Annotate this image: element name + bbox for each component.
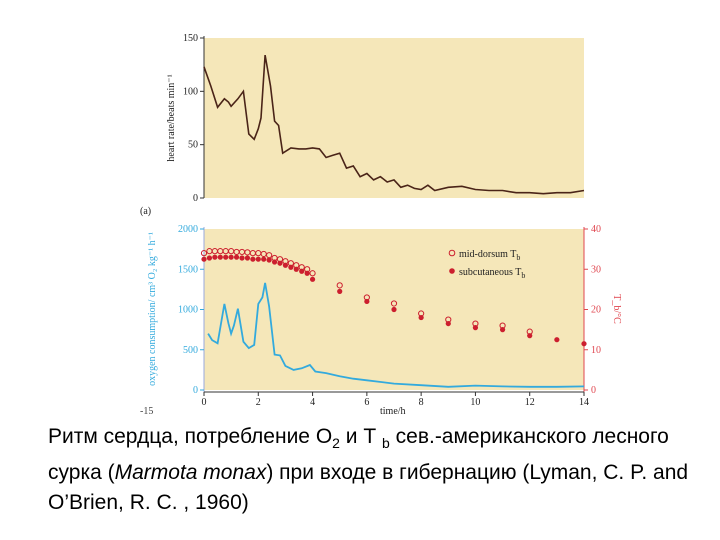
subcutaneous-point [239, 255, 245, 261]
panel-b-y2-ticks: 0 10 20 30 40 [584, 224, 601, 396]
panel-a-y-tick-label: 0 [193, 193, 198, 204]
caption-part-4: ) при входе в гибернацию (Lyman, C. P. a… [48, 461, 689, 515]
legend-open-circle-marker [448, 249, 456, 257]
subcutaneous-point [391, 306, 397, 313]
subcutaneous-point [212, 254, 218, 260]
subcutaneous-point [581, 341, 587, 347]
panel-b-y2-tick-label: 20 [591, 305, 601, 316]
panel-a: 0 50 100 150 heart rate/beats min⁻¹ (a) [140, 33, 585, 217]
caption-part-3: сев.-американского лесного сурка ( [48, 425, 669, 485]
subcutaneous-point [554, 337, 560, 343]
panel-a-y-ticks: 0 50 100 150 [183, 33, 204, 204]
caption-part-1: Ритм сердца, потребление О [48, 425, 333, 448]
subcutaneous-point [527, 333, 533, 339]
subcutaneous-point [233, 254, 240, 260]
caption-part-2: и Т [339, 425, 383, 448]
legend-subcutaneous: subcutaneous Tb [459, 267, 525, 280]
heart-rate-line [203, 54, 585, 195]
subcutaneous-point [293, 266, 299, 272]
subcutaneous-point [228, 254, 234, 260]
subcutaneous-point [201, 256, 207, 262]
panel-b-x-tick-label: 0 [202, 397, 207, 408]
panel-b-y-ticks: 0 500 1000 1500 2000 [178, 224, 204, 396]
caption-species: Marmota monax [114, 461, 267, 485]
panel-b-x-ticks: 0 2 4 6 8 10 12 14 [202, 392, 589, 408]
panel-b-ylabel: oxygen consumption/ cm³ O₂ kg⁻¹ h⁻¹ [147, 232, 158, 386]
panel-b-x-tick-label: 4 [310, 397, 315, 408]
tb-points [200, 248, 587, 347]
panel-b-y2-tick-label: 30 [591, 264, 601, 275]
panel-b-y2-tick-label: 0 [591, 385, 596, 396]
subcutaneous-point [266, 257, 272, 263]
mid-dorsum-point [390, 300, 398, 307]
panel-b-x-tick-label: 6 [364, 397, 369, 408]
subcutaneous-point [271, 259, 278, 265]
mid-dorsum-point [200, 250, 208, 257]
panel-b-y2label: T_b/°C [611, 294, 622, 324]
legend: mid-dorsum Tb subcutaneous Tb [448, 249, 525, 280]
panel-b: 0 500 1000 1500 2000 0 10 20 30 40 0 2 4 6 8 10 12 14 o… [140, 224, 622, 417]
subcutaneous-point [223, 254, 229, 260]
subcutaneous-point [472, 325, 479, 331]
subcutaneous-point [282, 262, 289, 268]
subcutaneous-point [244, 255, 251, 261]
subcutaneous-point [277, 260, 283, 266]
panel-b-y-tick-label: 1500 [178, 264, 198, 275]
panel-a-ylabel: heart rate/beats min⁻¹ [166, 74, 177, 161]
mid-dorsum-point [336, 282, 343, 289]
subcutaneous-point [499, 327, 506, 333]
panel-b-x-tick-label: 8 [419, 397, 424, 408]
subcutaneous-point [364, 298, 370, 305]
subcutaneous-point [217, 254, 223, 260]
panel-b-y2-tick-label: 10 [591, 345, 601, 356]
oxygen-consumption-line [207, 282, 585, 388]
subcutaneous-point [304, 270, 310, 276]
panel-b-y-tick-label: 2000 [178, 224, 198, 235]
panel-b-xlabel: time/h [380, 406, 406, 417]
subcutaneous-point [309, 276, 316, 282]
mid-dorsum-point [309, 270, 316, 277]
subcutaneous-point [206, 255, 213, 261]
panel-b-y-tick-label: 0 [193, 385, 198, 396]
panel-b-y2-tick-label: 40 [591, 224, 601, 235]
subcutaneous-point [337, 288, 343, 294]
legend-filled-circle-marker [449, 268, 455, 274]
panel-b-y-tick-label: 500 [183, 345, 198, 356]
panel-b-x-tick-label: 12 [525, 397, 535, 408]
subcutaneous-point [261, 256, 267, 262]
panel-b-x-tick-label: 2 [256, 397, 261, 408]
panel-b-y-tick-label: 1000 [178, 305, 198, 316]
caption-sub-1: 2 [332, 435, 340, 452]
subcutaneous-point [255, 256, 261, 262]
subcutaneous-point [250, 256, 256, 262]
panel-b-x-tick-label: 14 [579, 397, 589, 408]
caption-sub-2: b [382, 435, 390, 452]
legend-mid-dorsum: mid-dorsum Tb [459, 249, 520, 262]
subcutaneous-point [418, 314, 424, 321]
figure-caption: Ритм сердца, потребление О2 и Т b сев.-а… [48, 422, 708, 518]
panel-a-y-tick-label: 50 [188, 140, 198, 151]
subcutaneous-point [288, 264, 294, 270]
subcutaneous-point [445, 320, 451, 327]
panel-a-label: (a) [140, 206, 151, 217]
panel-b-x-tick-label: 10 [470, 397, 480, 408]
subcutaneous-point [299, 268, 305, 274]
stray-label: -15 [140, 406, 153, 417]
panel-a-y-tick-label: 150 [183, 33, 198, 44]
panel-a-y-tick-label: 100 [183, 86, 198, 97]
